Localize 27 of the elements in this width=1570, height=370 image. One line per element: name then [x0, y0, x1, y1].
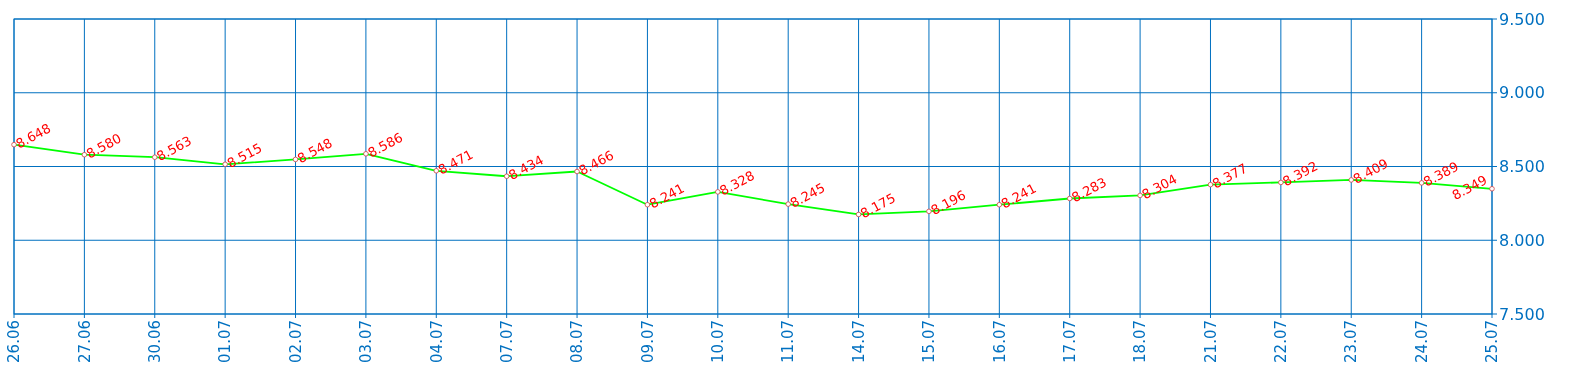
x-tick-label: 11.07	[779, 320, 798, 363]
x-tick-label: 07.07	[497, 320, 516, 363]
x-tick-label: 16.07	[990, 320, 1009, 363]
x-tick-label: 22.07	[1272, 320, 1291, 363]
y-tick-label: 9.500	[1499, 9, 1545, 29]
x-tick-label: 30.06	[146, 320, 165, 363]
x-tick-label: 09.07	[638, 320, 657, 363]
x-tick-label: 21.07	[1201, 320, 1220, 363]
y-tick-label: 7.500	[1499, 304, 1545, 324]
x-tick-label: 17.07	[1060, 320, 1079, 363]
x-tick-label: 03.07	[357, 320, 376, 363]
x-tick-label: 23.07	[1342, 320, 1361, 363]
x-tick-label: 15.07	[920, 320, 939, 363]
x-tick-label: 26.06	[5, 320, 24, 363]
y-tick-label: 9.000	[1499, 83, 1545, 103]
x-tick-label: 27.06	[75, 320, 94, 363]
x-tick-label: 14.07	[849, 320, 868, 363]
y-tick-label: 8.000	[1499, 230, 1545, 250]
x-tick-label: 24.07	[1412, 320, 1431, 363]
x-tick-label: 04.07	[427, 320, 446, 363]
y-tick-label: 8.500	[1499, 157, 1545, 177]
x-tick-label: 08.07	[568, 320, 587, 363]
x-tick-label: 01.07	[216, 320, 235, 363]
x-tick-label: 18.07	[1131, 320, 1150, 363]
x-tick-label: 25.07	[1483, 320, 1502, 363]
x-tick-label: 10.07	[709, 320, 728, 363]
x-tick-label: 02.07	[286, 320, 305, 363]
